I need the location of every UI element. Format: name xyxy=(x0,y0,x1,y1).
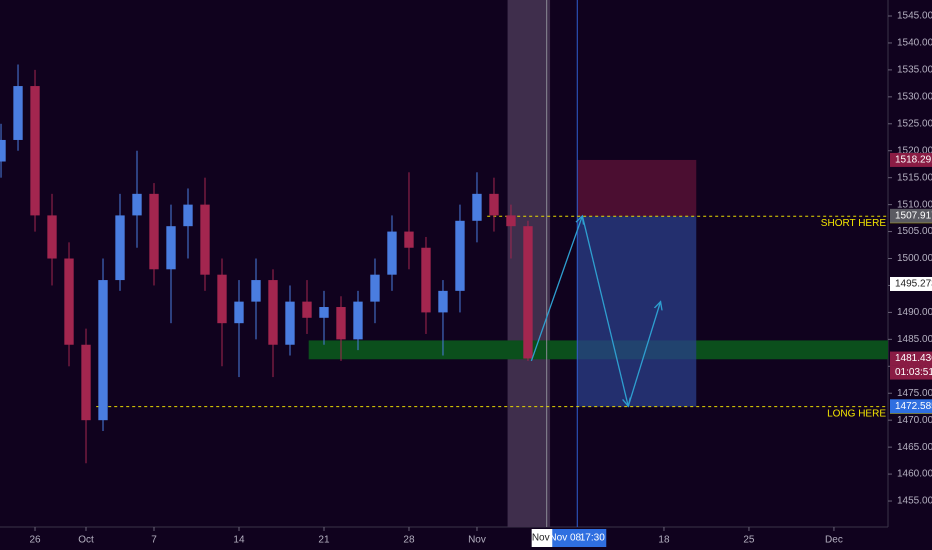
candle-body xyxy=(234,301,244,324)
price-label-bg xyxy=(890,399,932,414)
y-tick-label: 1470.000 xyxy=(897,415,932,426)
candle-body xyxy=(336,307,346,340)
x-tick-label: Oct xyxy=(78,535,94,546)
candle-body xyxy=(421,247,431,313)
candle-body xyxy=(302,301,312,318)
y-tick-label: 1490.000 xyxy=(897,307,932,318)
candle-body xyxy=(64,258,74,345)
candle-body xyxy=(387,231,397,275)
candle-body xyxy=(489,193,499,216)
y-tick-label: 1535.000 xyxy=(897,65,932,76)
candle-body xyxy=(166,226,176,270)
time-label: Nov 08 xyxy=(549,533,581,544)
y-tick-label: 1540.000 xyxy=(897,38,932,49)
arrow-segment xyxy=(530,216,582,362)
price-label-bg xyxy=(890,152,932,167)
candle-body xyxy=(523,226,533,359)
candle-body xyxy=(81,344,91,421)
countdown-bg xyxy=(890,365,932,380)
y-tick-label: 1455.000 xyxy=(897,496,932,507)
y-tick-label: 1475.000 xyxy=(897,388,932,399)
x-tick-label: 25 xyxy=(743,535,755,546)
price-label: 1495.273 xyxy=(895,279,932,290)
x-tick-label: Dec xyxy=(825,535,843,546)
time-label-bg xyxy=(552,529,607,547)
candle-body xyxy=(115,215,125,281)
y-tick-label: 1520.000 xyxy=(897,145,932,156)
x-tick-label: 18 xyxy=(658,535,670,546)
candle-body xyxy=(370,274,380,302)
candle-body xyxy=(149,193,159,270)
candle-body xyxy=(132,193,142,216)
price-label: 1481.436 xyxy=(895,353,932,364)
price-label-bg xyxy=(890,276,932,291)
y-tick-label: 1545.000 xyxy=(897,11,932,22)
candle-body xyxy=(353,301,363,340)
price-label: 1472.585 xyxy=(895,401,932,412)
x-tick-label: Nov xyxy=(468,535,486,546)
candle-body xyxy=(285,301,295,345)
x-tick-label: 28 xyxy=(403,535,415,546)
candle-body xyxy=(268,280,278,345)
y-tick-label: 1515.000 xyxy=(897,172,932,183)
countdown: 01:03:51 xyxy=(895,367,932,378)
x-tick-label: 7 xyxy=(151,535,157,546)
candle-body xyxy=(183,204,193,227)
price-label-bg xyxy=(890,208,932,223)
long-label: LONG HERE xyxy=(827,408,886,419)
price-label: 1518.291 xyxy=(895,155,932,166)
y-tick-label: 1510.000 xyxy=(897,199,932,210)
candle-body xyxy=(506,215,516,227)
candle-body xyxy=(217,274,227,324)
y-tick-label: 1485.000 xyxy=(897,334,932,345)
arrow-segment xyxy=(627,302,660,407)
candle-body xyxy=(200,204,210,275)
y-tick-label: 1500.000 xyxy=(897,253,932,264)
short-label: SHORT HERE xyxy=(821,218,887,229)
time-label: Nov 06 xyxy=(532,533,564,544)
candle-body xyxy=(47,215,57,259)
y-tick-label: 1505.000 xyxy=(897,226,932,237)
y-tick-label: 1525.000 xyxy=(897,118,932,129)
y-axis-bg xyxy=(889,0,932,550)
candle-body xyxy=(455,220,465,291)
y-tick-label: 1530.000 xyxy=(897,91,932,102)
y-tick-label: 1465.000 xyxy=(897,442,932,453)
candle-body xyxy=(404,231,414,248)
x-tick-label: 14 xyxy=(233,535,245,546)
x-tick-label: 26 xyxy=(29,535,41,546)
stop-area xyxy=(577,159,697,217)
y-tick-label: 1460.000 xyxy=(897,469,932,480)
x-axis-bg xyxy=(0,528,889,550)
time-label: 17:30 xyxy=(580,533,605,544)
arrow-segment xyxy=(581,215,628,406)
x-tick-label: 21 xyxy=(318,535,330,546)
candle-body xyxy=(98,280,108,421)
target-area xyxy=(577,216,697,407)
price-label: 1507.917 xyxy=(895,210,932,221)
candle-body xyxy=(319,307,329,318)
candle-body xyxy=(251,280,261,302)
candle-body xyxy=(0,139,6,162)
candle-body xyxy=(13,86,23,140)
candle-body xyxy=(438,290,448,313)
price-label-bg xyxy=(890,351,932,366)
candle-body xyxy=(472,193,482,221)
candle-body xyxy=(30,86,40,216)
